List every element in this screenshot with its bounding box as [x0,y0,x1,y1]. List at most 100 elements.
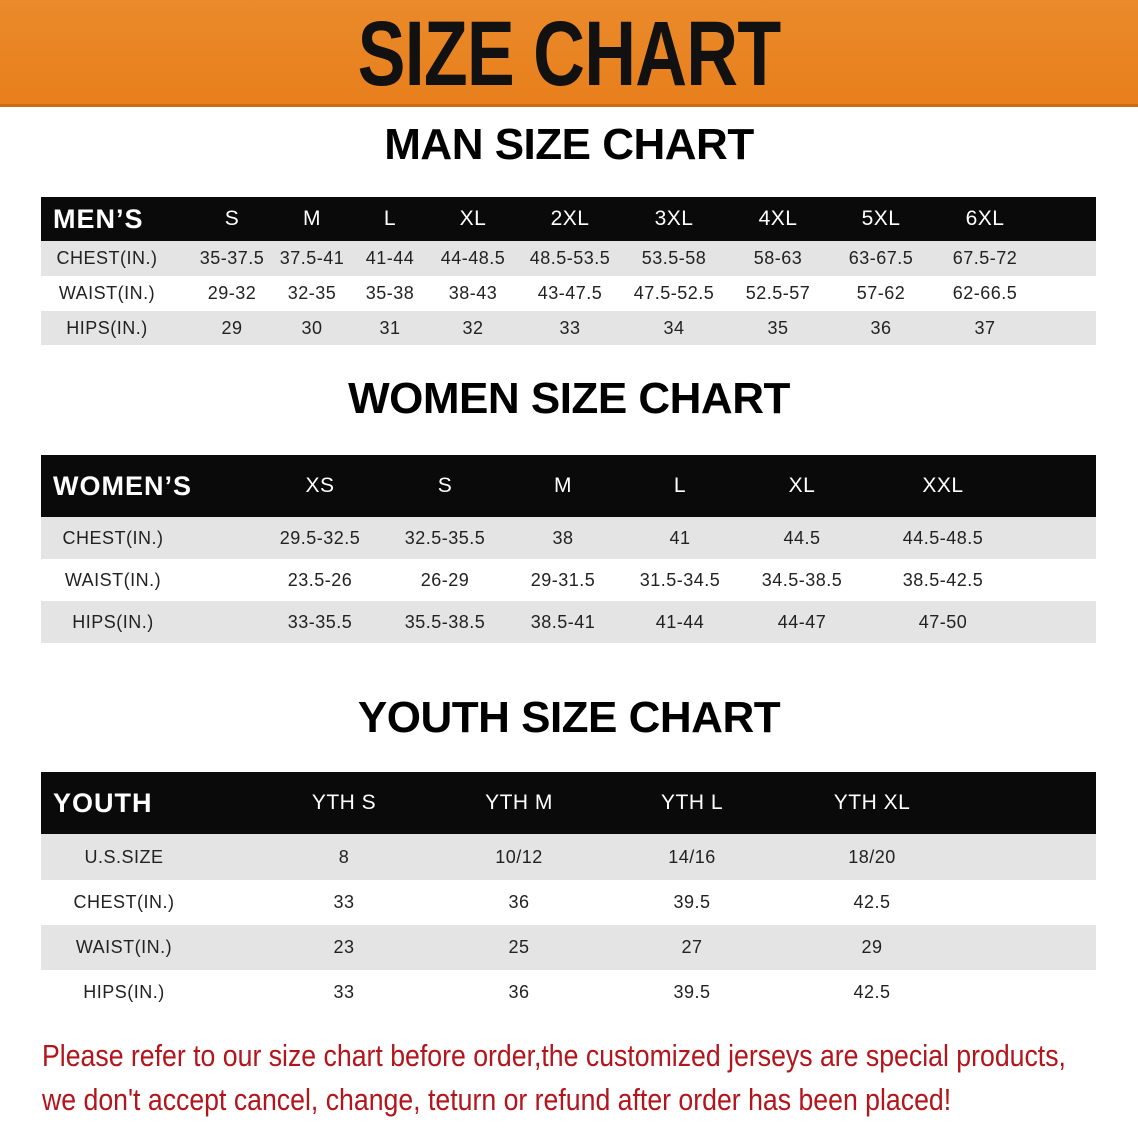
table-cell: 25 [508,937,530,957]
size-column-header: L [673,474,687,497]
size-column-header: 6XL [965,207,1005,230]
table-cell: 39.5 [673,892,711,912]
size-column-header: YTH L [660,791,724,814]
row-label: WAIST(IN.) [58,283,156,303]
table-cell: 30 [301,317,323,338]
row-label: CHEST(IN.) [56,248,158,268]
size-column-header: XL [459,207,487,230]
table-corner-label: WOMEN’S [53,470,192,501]
row-label: CHEST(IN.) [73,892,175,912]
table-cell: 44.5-48.5 [902,527,984,548]
youth-section-title: YOUTH SIZE CHART [357,693,781,742]
table-header-row: MEN’S S M L XL 2XL 3XL 4XL 5XL 6XL [41,197,1096,241]
size-column-header: 2XL [550,207,590,230]
table-cell: 58-63 [753,248,803,268]
table-cell: 34.5-38.5 [761,569,843,590]
table-cell: 35.5-38.5 [404,611,486,632]
table-cell: 36 [508,892,530,912]
row-label: CHEST(IN.) [62,527,164,548]
table-row: WAIST(IN.) 23 25 27 29 [41,925,1096,970]
table-cell: 62-66.5 [952,283,1018,303]
footer-notice-line-2: we don't accept cancel, change, teturn o… [42,1082,952,1117]
table-cell: 47-50 [918,611,968,632]
row-label: WAIST(IN.) [75,937,173,957]
table-cell: 23 [333,937,355,957]
table-cell: 10/12 [495,846,543,867]
table-cell: 35-37.5 [199,248,265,268]
table-cell: 26-29 [420,569,470,590]
table-cell: 57-62 [856,283,906,303]
table-cell: 43-47.5 [537,283,603,303]
table-cell: 31 [379,317,401,338]
table-cell: 44-48.5 [440,248,506,268]
table-corner-label: YOUTH [53,787,153,818]
table-cell: 32-35 [287,283,337,303]
table-cell: 67.5-72 [952,248,1018,268]
size-column-header: 4XL [758,207,798,230]
table-cell: 38.5-42.5 [902,569,984,590]
row-label: HIPS(IN.) [66,317,148,338]
men-size-table: MEN’S S M L XL 2XL 3XL 4XL 5XL 6XL CHEST(IN.) 35-37… [41,197,1096,345]
table-cell: 32.5-35.5 [404,527,486,548]
table-cell: 36 [870,317,892,338]
row-label: HIPS(IN.) [83,982,165,1002]
youth-size-table: YOUTH YTH S YTH M YTH L YTH XL U.S.SIZE 8 10/12… [41,772,1096,1015]
banner: SIZE CHART [0,0,1138,107]
footer-notice-line-1: Please refer to our size chart before or… [42,1038,1066,1073]
table-cell: 35 [767,317,789,338]
size-column-header: M [303,207,321,230]
table-cell: 44.5 [783,527,821,548]
women-size-table: WOMEN’S XS S M L XL XXL CHEST(IN.) 29.5-32.5 32.5… [41,455,1096,643]
table-cell: 41-44 [655,611,705,632]
size-column-header: XL [788,474,816,497]
table-row: CHEST(IN.) 29.5-32.5 32.5-35.5 38 41 44.5 44.5… [41,517,1096,559]
table-cell: 32 [462,317,484,338]
table-cell: 34 [663,317,685,338]
size-column-header: M [554,474,572,497]
size-column-header: XXL [922,474,964,497]
table-cell: 48.5-53.5 [529,248,611,268]
table-cell: 33-35.5 [287,611,353,632]
size-column-header: L [383,207,397,230]
table-cell: 8 [338,846,350,867]
banner-title: SIZE CHART [357,3,782,105]
table-cell: 37.5-41 [279,248,345,268]
table-row: CHEST(IN.) 33 36 39.5 42.5 [41,880,1096,925]
women-section-title: WOMEN SIZE CHART [348,374,790,423]
table-row: HIPS(IN.) 33 36 39.5 42.5 [41,970,1096,1015]
table-cell: 35-38 [365,283,415,303]
row-label: WAIST(IN.) [64,569,162,590]
table-cell: 42.5 [853,892,891,912]
table-cell: 23.5-26 [287,569,353,590]
size-column-header: S [437,474,453,497]
table-cell: 29-31.5 [530,569,596,590]
table-row: WAIST(IN.) 29-32 32-35 35-38 38-43 43-47.5 47.… [41,276,1096,311]
row-label: U.S.SIZE [84,846,164,867]
table-cell: 41-44 [365,248,415,268]
size-column-header: S [224,207,240,230]
table-cell: 29 [861,937,883,957]
size-column-header: XS [305,474,335,497]
table-cell: 27 [681,937,703,957]
table-row: WAIST(IN.) 23.5-26 26-29 29-31.5 31.5-34.5 34… [41,559,1096,601]
size-column-header: YTH S [311,791,377,814]
table-cell: 33 [333,982,355,1002]
table-cell: 38.5-41 [530,611,596,632]
table-cell: 47.5-52.5 [633,283,715,303]
table-row: HIPS(IN.) 29 30 31 32 33 34 35 36 37 [41,311,1096,345]
table-cell: 38 [552,527,574,548]
table-cell: 44-47 [777,611,827,632]
table-row: HIPS(IN.) 33-35.5 35.5-38.5 38.5-41 41-44 44-… [41,601,1096,643]
table-row: U.S.SIZE 8 10/12 14/16 18/20 [41,834,1096,880]
size-column-header: YTH M [485,791,553,814]
table-cell: 37 [974,317,996,338]
table-header-row: WOMEN’S XS S M L XL XXL [41,455,1096,517]
table-cell: 33 [333,892,355,912]
table-cell: 41 [669,527,691,548]
men-section-title: MAN SIZE CHART [384,120,754,169]
table-row: CHEST(IN.) 35-37.5 37.5-41 41-44 44-48.5 48.5… [41,241,1096,276]
table-cell: 52.5-57 [745,283,811,303]
table-cell: 63-67.5 [848,248,914,268]
table-cell: 33 [559,317,581,338]
table-header-row: YOUTH YTH S YTH M YTH L YTH XL [41,772,1096,834]
